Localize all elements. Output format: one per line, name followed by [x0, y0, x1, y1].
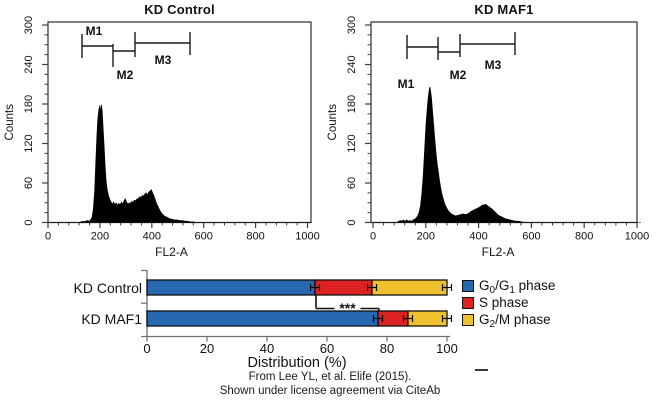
histogram-shape	[373, 86, 641, 223]
gate-label-m2: M2	[450, 68, 467, 82]
legend: G0/G1 phase S phase G2/M phase	[462, 278, 556, 330]
x-tick-label: 0	[370, 231, 376, 243]
y-tick-label: 180	[346, 95, 358, 113]
bar-x-tick-label: 0	[143, 341, 150, 356]
panel-kd-control: 0 200 400 600 800 1000 0 60 120 180 240 300 Counts M1…	[4, 16, 320, 243]
y-tick-label: 60	[346, 177, 358, 189]
bar-x-tick-label: 80	[380, 341, 394, 356]
y-tick-label: 60	[23, 177, 35, 189]
legend-label-g2-m-phase: G2/M phase	[479, 312, 551, 330]
panel-kd-maf1: 0 200 400 600 800 1000 0 60 120 180 240 300 Counts M1…	[327, 16, 649, 243]
significance-bracket: ***	[315, 295, 380, 316]
bar-category-label-kd-control: KD Control	[73, 280, 142, 296]
gate-label-m1: M1	[398, 77, 415, 91]
bar-x-tick-label: 20	[200, 341, 214, 356]
x-tick-label: 800	[246, 231, 264, 243]
legend-label-s-phase: S phase	[479, 295, 529, 310]
bar-x-tick-label: 40	[260, 341, 274, 356]
x-tick-label: 400	[143, 231, 161, 243]
stray-dash-mark	[475, 369, 488, 371]
plot-border	[370, 21, 638, 224]
bar-category-label-kd-maf1: KD MAF1	[81, 311, 142, 327]
y-tick-label: 300	[346, 16, 358, 34]
legend-item-g2-m-phase: G2/M phase	[462, 312, 555, 330]
bar-segment	[371, 279, 448, 296]
y-tick-label: 0	[23, 219, 35, 225]
y-tick-label: 240	[23, 55, 35, 73]
y-tick-label: 180	[23, 95, 35, 113]
gate-markers: M1 M2 M3	[81, 24, 191, 82]
legend-swatch-g0-g1-phase	[462, 279, 474, 292]
y-axis-label: Counts	[4, 104, 16, 141]
y-tick-label: 0	[346, 219, 358, 225]
x-tick-label: 200	[417, 231, 435, 243]
gate-label-m3: M3	[485, 58, 502, 72]
y-axis-label: Counts	[327, 104, 339, 141]
x-tick-label: 1000	[295, 231, 319, 243]
bar-chart: 0 20 40 60 80 100 ***	[141, 269, 458, 356]
bar-segment	[146, 279, 316, 296]
histogram-shape	[48, 104, 312, 223]
x-tick-label: 200	[91, 231, 109, 243]
legend-swatch-s-phase	[462, 296, 474, 309]
gate-label-m2: M2	[117, 68, 134, 82]
plot-border	[47, 21, 312, 224]
x-tick-label: 800	[575, 231, 593, 243]
bar-segment	[314, 279, 373, 296]
legend-swatch-g2-m-phase	[462, 313, 474, 326]
gate-label-m3: M3	[155, 53, 172, 67]
bar-x-axis-label: Distribution (%)	[247, 355, 347, 371]
legend-label-g0-g1-phase: G0/G1 phase	[479, 278, 556, 296]
y-tick-label: 120	[23, 134, 35, 152]
significance-stars: ***	[339, 300, 356, 316]
y-tick-label: 120	[346, 134, 358, 152]
x-tick-label: 400	[469, 231, 487, 243]
x-tick-label: 0	[45, 231, 51, 243]
gate-label-m1: M1	[86, 24, 103, 38]
caption-line-1: From Lee YL, et al. Elife (2015).	[248, 371, 412, 383]
bar-x-tick-label: 100	[436, 341, 458, 356]
x-tick-label: 1000	[625, 231, 649, 243]
x-axis-label-left: FL2-A	[155, 245, 188, 259]
bar-x-tick-label: 60	[320, 341, 334, 356]
y-tick-label: 240	[346, 55, 358, 73]
x-tick-label: 600	[195, 231, 213, 243]
panel-title-kd-maf1: KD MAF1	[474, 2, 534, 17]
bar-segment	[407, 310, 448, 327]
legend-item-g0-g1-phase: G0/G1 phase	[462, 278, 556, 296]
y-tick-label: 300	[23, 16, 35, 34]
panel-title-kd-control: KD Control	[144, 2, 215, 17]
caption-line-2: Shown under license agreement via CiteAb	[219, 385, 441, 397]
gate-markers: M1 M2 M3	[398, 32, 516, 91]
legend-item-s-phase: S phase	[462, 295, 555, 310]
x-tick-label: 600	[522, 231, 540, 243]
x-axis-label-right: FL2-A	[481, 245, 515, 259]
